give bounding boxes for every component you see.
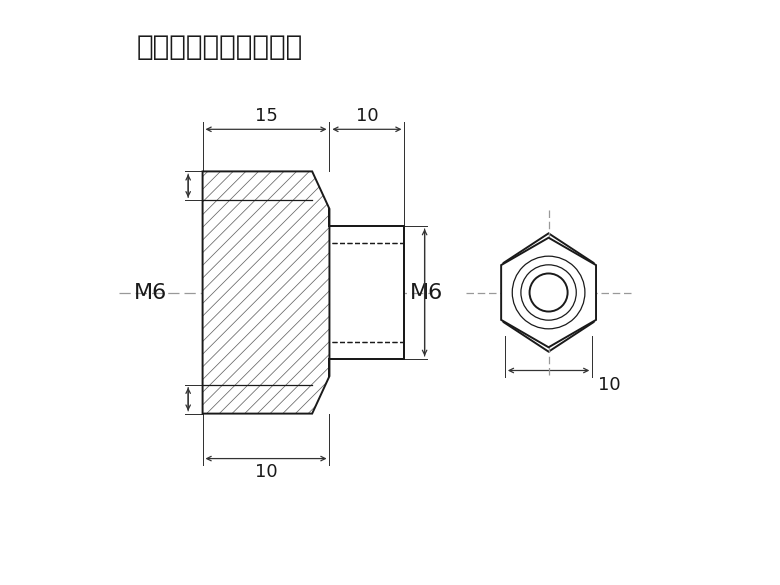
Text: M6: M6	[410, 283, 444, 302]
Text: 不锈锃加长内外牙螺柱: 不锈锃加长内外牙螺柱	[136, 33, 303, 61]
Text: 10: 10	[598, 376, 621, 394]
Polygon shape	[504, 233, 594, 352]
Text: M6: M6	[133, 283, 167, 302]
Polygon shape	[501, 238, 596, 347]
Polygon shape	[203, 171, 329, 414]
Text: 15: 15	[254, 107, 278, 125]
Polygon shape	[329, 226, 404, 359]
Polygon shape	[203, 171, 329, 414]
Text: 10: 10	[356, 107, 378, 125]
Text: 10: 10	[255, 463, 278, 481]
